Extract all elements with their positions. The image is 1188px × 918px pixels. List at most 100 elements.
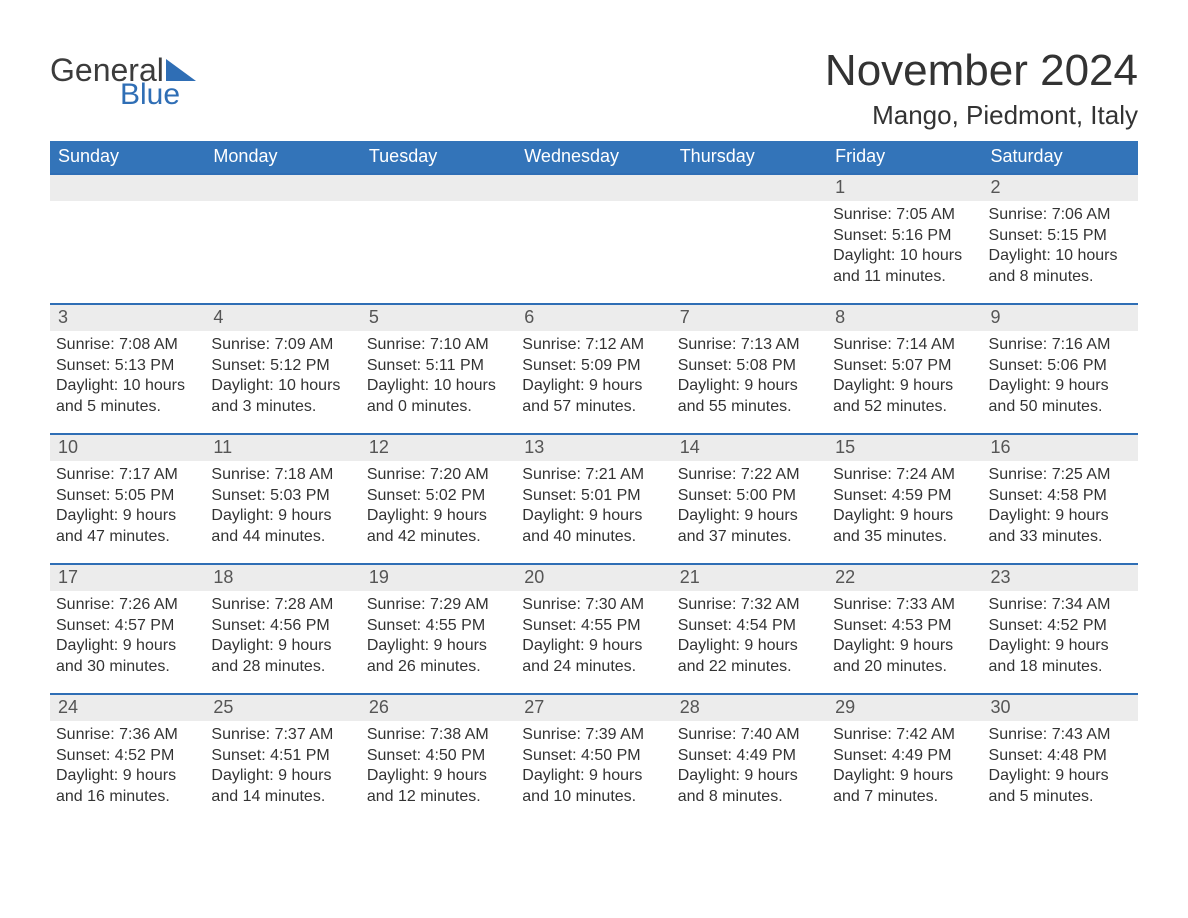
daylight-label: Daylight: xyxy=(56,637,118,654)
daylight-line1: Daylight: 9 hours xyxy=(522,506,665,526)
daylight-line2: and 40 minutes. xyxy=(522,527,665,547)
sunrise-value: 7:12 AM xyxy=(585,336,644,353)
day-number: 29 xyxy=(827,693,982,721)
daylight-value1: 10 hours xyxy=(434,377,496,394)
sunrise-label: Sunrise: xyxy=(678,726,737,743)
calendar-week: 1Sunrise: 7:05 AMSunset: 5:16 PMDaylight… xyxy=(50,173,1138,303)
sunrise-label: Sunrise: xyxy=(522,466,581,483)
sunset-value: 5:15 PM xyxy=(1047,227,1107,244)
sunset-label: Sunset: xyxy=(367,357,421,374)
daylight-line1: Daylight: 10 hours xyxy=(56,376,199,396)
sunrise-label: Sunrise: xyxy=(211,726,270,743)
sunset-line: Sunset: 5:15 PM xyxy=(989,226,1132,246)
empty-day-bar xyxy=(361,173,516,201)
sunrise-value: 7:18 AM xyxy=(275,466,334,483)
sunrise-label: Sunrise: xyxy=(678,466,737,483)
daylight-line1: Daylight: 9 hours xyxy=(56,506,199,526)
sunset-line: Sunset: 5:01 PM xyxy=(522,486,665,506)
daylight-line1: Daylight: 9 hours xyxy=(56,766,199,786)
sunrise-value: 7:21 AM xyxy=(585,466,644,483)
daylight-label: Daylight: xyxy=(367,767,429,784)
daylight-label: Daylight: xyxy=(833,637,895,654)
day-number: 3 xyxy=(50,303,205,331)
day-body: Sunrise: 7:20 AMSunset: 5:02 PMDaylight:… xyxy=(361,461,516,557)
sunrise-line: Sunrise: 7:40 AM xyxy=(678,725,821,745)
day-body: Sunrise: 7:28 AMSunset: 4:56 PMDaylight:… xyxy=(205,591,360,687)
sunset-label: Sunset: xyxy=(678,357,732,374)
calendar-day-cell: 23Sunrise: 7:34 AMSunset: 4:52 PMDayligh… xyxy=(983,563,1138,693)
title-block: November 2024 Mango, Piedmont, Italy xyxy=(825,48,1138,131)
calendar-day-cell: 14Sunrise: 7:22 AMSunset: 5:00 PMDayligh… xyxy=(672,433,827,563)
daylight-label: Daylight: xyxy=(678,507,740,524)
sunrise-label: Sunrise: xyxy=(211,596,270,613)
daylight-label: Daylight: xyxy=(367,507,429,524)
sunset-line: Sunset: 4:49 PM xyxy=(833,746,976,766)
daylight-line2: and 10 minutes. xyxy=(522,787,665,807)
sunrise-line: Sunrise: 7:20 AM xyxy=(367,465,510,485)
daylight-value1: 9 hours xyxy=(278,767,331,784)
sunset-value: 4:57 PM xyxy=(115,617,175,634)
sunset-value: 5:01 PM xyxy=(581,487,641,504)
daylight-label: Daylight: xyxy=(367,637,429,654)
daylight-line1: Daylight: 9 hours xyxy=(989,506,1132,526)
sunrise-value: 7:14 AM xyxy=(896,336,955,353)
sunset-label: Sunset: xyxy=(211,617,265,634)
daylight-line1: Daylight: 10 hours xyxy=(211,376,354,396)
daylight-line2: and 3 minutes. xyxy=(211,397,354,417)
calendar-week: 3Sunrise: 7:08 AMSunset: 5:13 PMDaylight… xyxy=(50,303,1138,433)
daylight-line2: and 47 minutes. xyxy=(56,527,199,547)
daylight-line1: Daylight: 9 hours xyxy=(833,636,976,656)
daylight-line1: Daylight: 9 hours xyxy=(989,376,1132,396)
sunset-line: Sunset: 4:53 PM xyxy=(833,616,976,636)
sunrise-label: Sunrise: xyxy=(989,206,1048,223)
sunset-line: Sunset: 4:58 PM xyxy=(989,486,1132,506)
day-header: Saturday xyxy=(983,141,1138,173)
sunset-line: Sunset: 5:11 PM xyxy=(367,356,510,376)
sunset-line: Sunset: 4:52 PM xyxy=(989,616,1132,636)
sunrise-value: 7:25 AM xyxy=(1052,466,1111,483)
sunset-line: Sunset: 4:56 PM xyxy=(211,616,354,636)
sunset-label: Sunset: xyxy=(522,357,576,374)
sunset-label: Sunset: xyxy=(56,357,110,374)
sunrise-line: Sunrise: 7:43 AM xyxy=(989,725,1132,745)
calendar-day-cell: 13Sunrise: 7:21 AMSunset: 5:01 PMDayligh… xyxy=(516,433,671,563)
daylight-line2: and 28 minutes. xyxy=(211,657,354,677)
calendar-day-cell: 1Sunrise: 7:05 AMSunset: 5:16 PMDaylight… xyxy=(827,173,982,303)
sunset-value: 4:58 PM xyxy=(1047,487,1107,504)
sunrise-value: 7:17 AM xyxy=(119,466,178,483)
day-number: 24 xyxy=(50,693,205,721)
sunrise-line: Sunrise: 7:18 AM xyxy=(211,465,354,485)
calendar-day-cell: 24Sunrise: 7:36 AMSunset: 4:52 PMDayligh… xyxy=(50,693,205,823)
sunset-value: 4:52 PM xyxy=(1047,617,1107,634)
sunset-value: 4:59 PM xyxy=(892,487,952,504)
sunrise-value: 7:09 AM xyxy=(275,336,334,353)
day-body: Sunrise: 7:24 AMSunset: 4:59 PMDaylight:… xyxy=(827,461,982,557)
daylight-label: Daylight: xyxy=(211,767,273,784)
day-header: Wednesday xyxy=(516,141,671,173)
daylight-line1: Daylight: 10 hours xyxy=(833,246,976,266)
calendar-day-cell: 10Sunrise: 7:17 AMSunset: 5:05 PMDayligh… xyxy=(50,433,205,563)
sunset-value: 4:55 PM xyxy=(426,617,486,634)
calendar-table: SundayMondayTuesdayWednesdayThursdayFrid… xyxy=(50,141,1138,823)
daylight-line2: and 7 minutes. xyxy=(833,787,976,807)
day-body: Sunrise: 7:14 AMSunset: 5:07 PMDaylight:… xyxy=(827,331,982,427)
calendar-day-cell: 18Sunrise: 7:28 AMSunset: 4:56 PMDayligh… xyxy=(205,563,360,693)
daylight-line1: Daylight: 9 hours xyxy=(367,636,510,656)
sunrise-value: 7:13 AM xyxy=(741,336,800,353)
daylight-line2: and 24 minutes. xyxy=(522,657,665,677)
sunrise-line: Sunrise: 7:24 AM xyxy=(833,465,976,485)
calendar-day-cell: 7Sunrise: 7:13 AMSunset: 5:08 PMDaylight… xyxy=(672,303,827,433)
day-number: 9 xyxy=(983,303,1138,331)
sunrise-value: 7:32 AM xyxy=(741,596,800,613)
day-number: 28 xyxy=(672,693,827,721)
daylight-value1: 9 hours xyxy=(1055,637,1108,654)
sunset-line: Sunset: 4:52 PM xyxy=(56,746,199,766)
calendar-day-cell xyxy=(361,173,516,303)
calendar-day-cell: 21Sunrise: 7:32 AMSunset: 4:54 PMDayligh… xyxy=(672,563,827,693)
daylight-line2: and 18 minutes. xyxy=(989,657,1132,677)
daylight-line1: Daylight: 9 hours xyxy=(211,766,354,786)
sunset-value: 5:09 PM xyxy=(581,357,641,374)
day-number: 10 xyxy=(50,433,205,461)
title-location: Mango, Piedmont, Italy xyxy=(825,100,1138,131)
daylight-line1: Daylight: 9 hours xyxy=(367,506,510,526)
